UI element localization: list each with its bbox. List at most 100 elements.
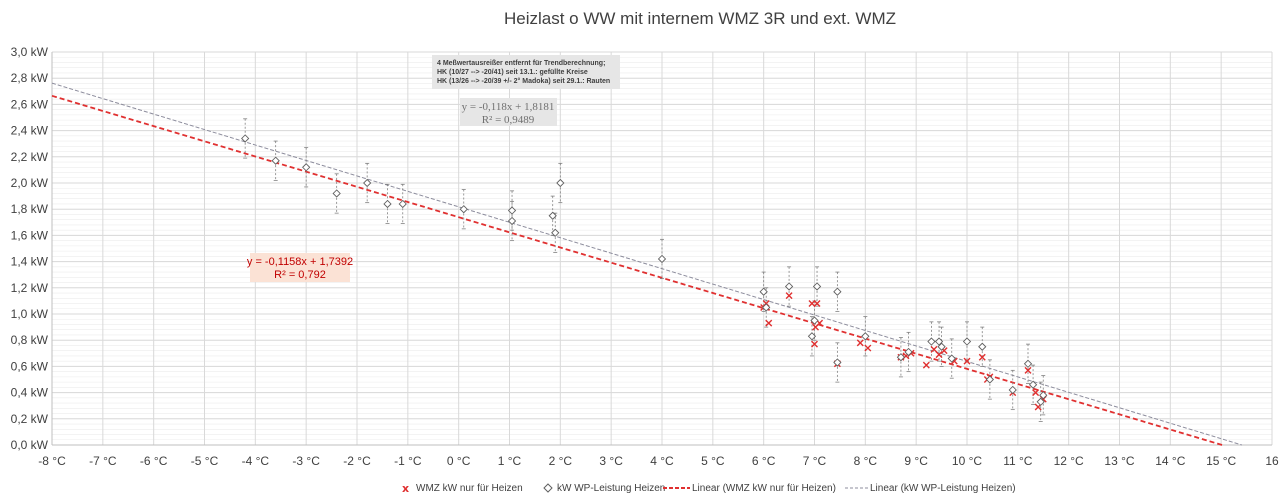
data-point-x: [922, 361, 930, 369]
data-point-x-stroke: [963, 357, 971, 365]
data-point-x: [813, 300, 821, 308]
y-tick-label: 1,8 kW: [11, 202, 49, 216]
x-tick-label: 5 °C: [701, 454, 725, 468]
note-box-background: [432, 55, 620, 89]
trendline-wmz: [51, 94, 1223, 446]
legend-x-marker-icon: x: [402, 482, 409, 495]
data-point-diamond: [1039, 391, 1048, 400]
data-point-diamond: [934, 337, 944, 346]
data-point-diamond: [383, 199, 392, 209]
trend-equation-red-line-2: R² = 0,792: [274, 269, 326, 281]
data-point-x: [1032, 389, 1040, 397]
data-point-x-stroke: [816, 319, 824, 327]
data-point-diamond: [657, 254, 667, 264]
legend-item-linear-wmz: Linear (WMZ kW nur für Heizen): [663, 483, 836, 494]
x-tick-labels: -8 °C -7 °C -6 °C -5 °C -4 °C -3 °C -2 °C -1 °C…: [38, 454, 1279, 468]
data-point-x-stroke: [935, 351, 943, 359]
data-point-x: [935, 351, 943, 359]
x-tick-label: 13 °C: [1104, 454, 1134, 468]
data-point-diamond: [332, 189, 341, 198]
y-tick-label: 2,8 kW: [11, 71, 49, 85]
data-point-diamond: [947, 354, 956, 363]
data-point-x-stroke: [1024, 366, 1032, 374]
data-point-diamond: [1036, 397, 1045, 406]
x-tick-label: -7 °C: [89, 454, 117, 468]
data-point-x: [1024, 366, 1032, 374]
data-point-diamond: [556, 178, 565, 188]
x-tick-label: -1 °C: [394, 454, 422, 468]
y-tick-label: 2,2 kW: [11, 150, 49, 164]
x-tick-label: -6 °C: [140, 454, 168, 468]
note-line-2: HK (10/27 --> -20/41) seit 13.1.: gefüll…: [437, 69, 588, 76]
note-line-3: HK (13/26 --> -20/39 +/- 2° Madoka) seit…: [437, 77, 610, 85]
y-tick-label: 1,0 kW: [11, 307, 49, 321]
data-point-x-stroke: [811, 340, 818, 348]
y-tick-label: 2,4 kW: [11, 124, 49, 138]
data-point-x: [864, 344, 872, 352]
x-tick-label: 11 °C: [1003, 454, 1033, 468]
data-point-diamond: [1023, 359, 1033, 368]
y-tick-label: 0,8 kW: [11, 333, 49, 347]
trend-equation-gray-line-1: y = -0,118x + 1,8181: [462, 101, 555, 113]
data-point-diamond: [1008, 385, 1017, 395]
data-point-x: [765, 319, 773, 327]
data-point-diamond: [896, 353, 906, 362]
y-tick-label: 1,2 kW: [11, 281, 49, 295]
data-point-diamond: [507, 206, 517, 215]
data-point-x-stroke: [940, 347, 948, 355]
data-point-x: [978, 353, 986, 361]
chart-title: Heizlast o WW mit internem WMZ 3R und ex…: [504, 9, 896, 28]
data-point-diamond: [762, 303, 771, 312]
data-point-diamond: [548, 211, 557, 220]
data-point-diamond: [302, 163, 311, 172]
x-tick-label: 2 °C: [549, 454, 573, 468]
data-point-diamond: [241, 134, 250, 143]
x-tick-label: -8 °C: [38, 454, 66, 468]
data-point-diamond: [759, 287, 768, 296]
y-tick-label: 0,6 kW: [11, 359, 49, 373]
data-point-diamond: [833, 287, 842, 296]
y-tick-labels: 0,0 kW 0,2 kW 0,4 kW 0,6 kW 0,8 kW 1,0 kW 1,2 …: [11, 45, 49, 452]
legend-item-linear-wp: Linear (kW WP-Leistung Heizen): [845, 483, 1016, 494]
legend-item-wmz: x WMZ kW nur für Heizen: [402, 482, 523, 495]
trendline-wp: [51, 82, 1243, 446]
trendlines: [51, 82, 1243, 446]
data-point-x-stroke: [864, 344, 872, 352]
legend-label-wp: kW WP-Leistung Heizen: [557, 483, 665, 494]
legend-diamond-marker-icon: [543, 483, 553, 493]
x-tick-label: 4 °C: [650, 454, 674, 468]
trend-equation-red-background: [250, 253, 350, 282]
data-point-diamond: [363, 178, 372, 188]
y-tick-label: 3,0 kW: [11, 45, 49, 59]
data-point-x: [963, 357, 971, 365]
data-point-diamond: [927, 337, 936, 346]
data-point-diamond: [904, 347, 913, 357]
data-point-diamond: [807, 332, 817, 341]
x-tick-label: 16: [1265, 454, 1279, 468]
x-tick-label: 12 °C: [1054, 454, 1084, 468]
x-tick-label: 6 °C: [752, 454, 776, 468]
y-tick-label: 1,6 kW: [11, 228, 49, 242]
data-point-x-stroke: [765, 319, 773, 327]
y-tick-label: 2,6 kW: [11, 97, 49, 111]
x-tick-label: 7 °C: [803, 454, 827, 468]
x-tick-label: 0 °C: [447, 454, 471, 468]
data-point-x-stroke: [856, 339, 864, 347]
trend-equation-red: y = -0,1158x + 1,7392 R² = 0,792: [247, 253, 353, 282]
data-point-x-stroke: [785, 292, 793, 300]
legend-label-wmz: WMZ kW nur für Heizen: [416, 483, 523, 494]
data-points: [241, 134, 1048, 411]
trend-equation-gray: y = -0,118x + 1,8181 R² = 0,9489: [460, 98, 557, 126]
legend-label-linear-wmz: Linear (WMZ kW nur für Heizen): [692, 483, 836, 494]
legend: x WMZ kW nur für Heizen kW WP-Leistung H…: [402, 482, 1016, 495]
y-tick-label: 0,0 kW: [11, 438, 49, 452]
y-tick-label: 2,0 kW: [11, 176, 49, 190]
y-tick-label: 0,2 kW: [11, 412, 49, 426]
data-point-x: [856, 339, 864, 347]
data-point-diamond: [962, 337, 972, 346]
data-point-x-stroke: [978, 353, 986, 361]
data-point-x: [930, 345, 938, 353]
note-line-1: 4 Meßwertausreißer entfernt für Trendber…: [437, 60, 605, 67]
x-tick-label: 9 °C: [904, 454, 928, 468]
